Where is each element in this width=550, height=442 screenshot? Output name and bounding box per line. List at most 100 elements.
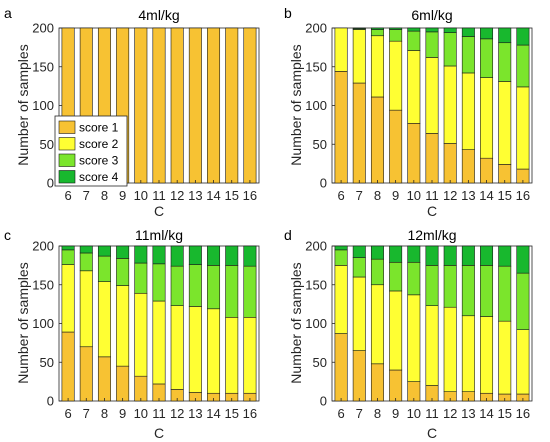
x-tick-label: 9	[392, 188, 399, 203]
bar-segment-4	[407, 245, 421, 263]
bar-segment-2	[243, 316, 257, 394]
y-tick-label: 150	[305, 277, 327, 292]
bar-segment-3	[116, 258, 130, 286]
chart-title: 11ml/kg	[135, 227, 183, 243]
bar-segment-3	[207, 265, 221, 310]
x-tick-label: 13	[461, 188, 475, 203]
x-tick-label: 16	[516, 406, 530, 421]
x-tick-label: 11	[152, 188, 166, 203]
y-axis-label: Number of samples	[15, 44, 31, 165]
bar-segment-3	[170, 265, 184, 306]
x-tick-label: 16	[243, 188, 257, 203]
bar-segment-4	[152, 245, 166, 265]
x-tick-label: 8	[374, 406, 381, 421]
y-tick-label: 0	[47, 394, 54, 409]
bar-segment-4	[97, 245, 111, 257]
bar-segment-4	[425, 27, 439, 33]
x-tick-label: 10	[407, 188, 421, 203]
bar-segment-3	[425, 31, 439, 58]
x-tick-label: 10	[407, 406, 421, 421]
bar-segment-3	[480, 265, 494, 317]
x-tick-label: 7	[356, 188, 363, 203]
x-tick-label: 14	[206, 406, 220, 421]
bar-segment-3	[407, 261, 421, 296]
y-tick-label: 50	[40, 355, 54, 370]
bar-segment-2	[498, 81, 512, 165]
y-tick-label: 100	[305, 98, 327, 113]
bar-segment-2	[407, 294, 421, 382]
legend-label: score 1	[79, 121, 119, 135]
bar-segment-3	[389, 261, 403, 292]
bar-segment-4	[79, 245, 93, 254]
bar-segment-3	[425, 265, 439, 306]
x-tick-label: 8	[101, 406, 108, 421]
bar-segment-2	[97, 281, 111, 358]
bar-segment-3	[443, 265, 457, 308]
bar-segment-1	[225, 27, 239, 184]
bar-segment-2	[516, 329, 530, 395]
y-tick-label: 100	[32, 316, 54, 331]
bar-segment-3	[498, 265, 512, 322]
bar-segment-1	[243, 27, 257, 184]
chart-title: 12ml/kg	[407, 227, 456, 243]
x-tick-label: 15	[497, 406, 511, 421]
x-tick-label: 14	[479, 188, 493, 203]
bar-segment-4	[480, 245, 494, 266]
bar-segment-1	[480, 157, 494, 184]
bar-segment-2	[480, 77, 494, 159]
bar-segment-2	[134, 292, 148, 377]
bar-segment-2	[152, 300, 166, 385]
x-tick-label: 12	[443, 406, 457, 421]
bar-segment-4	[170, 245, 184, 267]
x-tick-label: 11	[152, 406, 166, 421]
panel-b: 0 50 100 150 200 6 7 8 9 10 11 12 13 14 15 16 b 6ml/kg C Nu…	[284, 5, 533, 219]
bar-segment-4	[389, 27, 403, 30]
x-tick-label: 9	[392, 406, 399, 421]
x-tick-label: 13	[461, 406, 475, 421]
y-axis-label: Number of samples	[288, 262, 304, 383]
x-tick-label: 15	[224, 188, 238, 203]
x-tick-label: 12	[170, 188, 184, 203]
x-tick-label: 10	[134, 188, 148, 203]
bar-segment-3	[352, 257, 366, 278]
bar-segment-4	[407, 27, 421, 32]
x-tick-label: 12	[170, 406, 184, 421]
bar-segment-3	[480, 38, 494, 78]
bar-segment-3	[461, 265, 475, 317]
x-axis-label: C	[427, 203, 437, 219]
bar-segment-3	[516, 272, 530, 331]
x-tick-label: 10	[134, 406, 148, 421]
x-tick-label: 7	[83, 188, 90, 203]
y-tick-label: 200	[305, 21, 327, 36]
bar-segment-2	[170, 305, 184, 390]
bar-segment-2	[516, 86, 530, 170]
bar-segment-1	[97, 356, 111, 402]
x-tick-label: 16	[516, 188, 530, 203]
bar-segment-1	[425, 133, 439, 184]
bar-segment-2	[116, 285, 130, 367]
bar-segment-1	[443, 143, 457, 184]
bar-segment-3	[61, 249, 75, 265]
y-tick-label: 200	[32, 239, 54, 254]
x-tick-label: 11	[425, 188, 439, 203]
bar-segment-4	[188, 245, 202, 265]
bar-segment-3	[225, 265, 239, 318]
bar-segment-2	[334, 265, 348, 334]
bar-segment-2	[425, 57, 439, 134]
x-tick-label: 11	[425, 406, 439, 421]
bar-segment-2	[334, 27, 348, 72]
legend-label: score 3	[79, 154, 119, 168]
bar-segment-2	[480, 316, 494, 394]
bar-segment-2	[443, 306, 457, 393]
bar-segment-1	[370, 363, 384, 402]
x-tick-label: 12	[443, 188, 457, 203]
bar-segment-2	[61, 264, 75, 333]
bar-segment-3	[188, 264, 202, 307]
x-tick-label: 14	[206, 188, 220, 203]
x-tick-label: 16	[243, 406, 257, 421]
bar-segment-2	[352, 29, 366, 84]
bar-segment-3	[243, 265, 257, 318]
panel-label: d	[284, 227, 292, 243]
bar-segment-4	[425, 245, 439, 266]
legend-swatch	[58, 153, 76, 167]
